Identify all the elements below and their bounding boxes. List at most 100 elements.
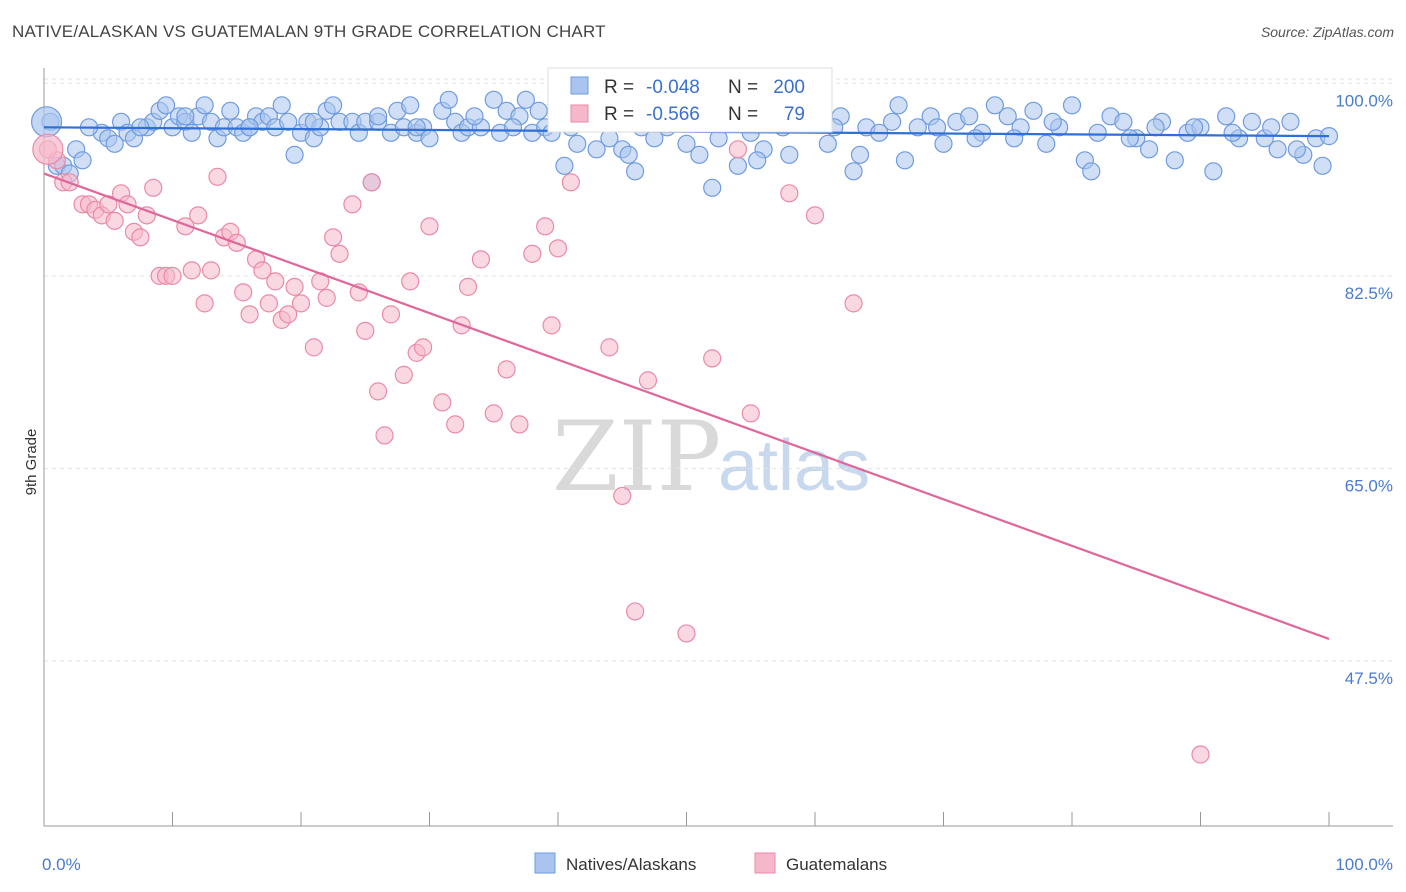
native-alaskan-point bbox=[439, 90, 458, 109]
legend-bottom: Natives/Alaskans Guatemalans bbox=[534, 852, 887, 874]
native-alaskan-point bbox=[998, 107, 1017, 126]
legend-bottom-label-guatemalan: Guatemalans bbox=[786, 855, 887, 874]
guatemalan-point bbox=[613, 486, 632, 506]
native-alaskan-point bbox=[728, 156, 748, 175]
guatemalan-point bbox=[324, 228, 343, 247]
native-alaskan-point bbox=[619, 145, 638, 164]
y-tick-labels: 47.5% 65.0% 82.5% 100.0% bbox=[1335, 91, 1393, 688]
native-alaskan-point bbox=[369, 107, 388, 126]
native-alaskan-point bbox=[182, 123, 201, 142]
native-alaskan-point bbox=[73, 151, 92, 170]
native-alaskan-point bbox=[1313, 156, 1332, 175]
legend-top-n-value-native: 200 bbox=[773, 77, 805, 98]
native-alaskan-point bbox=[1082, 162, 1101, 181]
guatemalan-point bbox=[1191, 745, 1210, 764]
legend-bottom-label-native: Natives/Alaskans bbox=[566, 855, 696, 874]
native-alaskan-point bbox=[1114, 112, 1133, 131]
guatemalan-point bbox=[259, 294, 278, 313]
native-alaskan-point bbox=[780, 145, 799, 164]
x-tick-label-max: 100.0% bbox=[1335, 855, 1393, 874]
guatemalan-point bbox=[523, 244, 542, 263]
guatemalan-point bbox=[375, 426, 394, 445]
native-alaskan-point bbox=[1268, 140, 1287, 159]
native-alaskan-point bbox=[272, 96, 291, 115]
legend-top-r-label-native: R = bbox=[604, 77, 634, 98]
guatemalan-point bbox=[446, 415, 465, 434]
guatemalan-point bbox=[330, 244, 349, 263]
native-alaskan-point bbox=[966, 129, 985, 148]
native-alaskan-point bbox=[895, 151, 915, 170]
native-alaskan-point bbox=[1043, 112, 1062, 131]
native-alaskan-point bbox=[934, 134, 953, 153]
axes bbox=[43, 68, 1393, 827]
y-tick-label: 82.5% bbox=[1345, 284, 1393, 303]
guatemalan-point bbox=[137, 206, 156, 225]
legend-top-r-label-guatemalan: R = bbox=[604, 104, 634, 125]
native-alaskan-point bbox=[555, 156, 574, 175]
native-alaskan-point bbox=[844, 162, 863, 181]
guatemalan-point bbox=[433, 393, 452, 412]
trend-lines bbox=[43, 126, 1330, 640]
guatemalan-point bbox=[144, 178, 163, 197]
guatemalan-point bbox=[542, 316, 561, 335]
source-label: Source: ZipAtlas.com bbox=[1260, 24, 1394, 40]
native-alaskan-point bbox=[927, 118, 947, 137]
native-alaskan-point bbox=[176, 107, 195, 126]
guatemalan-point bbox=[458, 277, 478, 296]
guatemalan-point bbox=[561, 173, 580, 192]
native-alaskan-point bbox=[1120, 129, 1139, 148]
guatemalan-point-large bbox=[32, 133, 64, 165]
guatemalan-point bbox=[728, 140, 748, 159]
native-alaskan-point bbox=[484, 90, 503, 109]
y-tick-label: 47.5% bbox=[1345, 669, 1393, 688]
guatemalan-point bbox=[484, 404, 503, 423]
native-alaskan-point bbox=[1165, 151, 1184, 170]
native-alaskan-point bbox=[156, 96, 176, 115]
guatemalan-point bbox=[600, 338, 619, 357]
watermark: ZIP atlas bbox=[552, 401, 870, 513]
guatemalan-point bbox=[401, 272, 420, 291]
native-alaskan-point bbox=[1037, 134, 1056, 153]
guatemalan-point bbox=[201, 261, 221, 280]
guatemalan-point bbox=[291, 294, 311, 313]
guatemalan-point bbox=[536, 217, 555, 236]
guatemalan-point bbox=[703, 349, 722, 368]
native-alaskan-point bbox=[568, 134, 587, 153]
native-alaskan-point bbox=[587, 140, 606, 159]
native-alaskan-point bbox=[401, 96, 420, 115]
native-alaskan-point bbox=[677, 134, 696, 153]
native-alaskan-point bbox=[1204, 162, 1223, 181]
native-alaskan-point bbox=[465, 107, 484, 126]
guatemalan-point bbox=[548, 239, 568, 258]
guatemalan-point bbox=[279, 305, 298, 324]
native-alaskan-point bbox=[304, 112, 323, 131]
native-alaskan-point bbox=[748, 151, 767, 170]
guatemalan-trend-line bbox=[43, 172, 1330, 640]
guatemalan-point bbox=[304, 338, 323, 357]
guatemalan-point bbox=[381, 305, 401, 324]
guatemalan-point bbox=[356, 321, 375, 340]
native-alaskan-point bbox=[221, 101, 240, 120]
native-alaskan-point bbox=[850, 145, 870, 164]
native-alaskan-point bbox=[889, 96, 908, 115]
guatemalan-point bbox=[266, 272, 285, 291]
native-alaskan-point bbox=[324, 96, 343, 115]
legend-top-n-value-guatemalan: 79 bbox=[784, 104, 805, 125]
native-alaskan-point bbox=[195, 96, 214, 115]
guatemalan-point bbox=[182, 261, 201, 280]
native-alaskan-point bbox=[407, 118, 426, 137]
guatemalan-point bbox=[234, 283, 253, 302]
guatemalan-point bbox=[625, 602, 645, 621]
guatemalan-point bbox=[413, 338, 433, 357]
native-alaskan-point bbox=[703, 178, 722, 197]
y-axis-label: 9th Grade bbox=[23, 429, 40, 496]
guatemalan-point bbox=[497, 360, 516, 379]
guatemalan-point bbox=[780, 184, 799, 203]
guatemalan-point bbox=[240, 305, 259, 324]
legend-top-n-label-native: N = bbox=[728, 77, 758, 98]
guatemalan-point bbox=[195, 294, 214, 313]
guatemalan-point bbox=[253, 261, 272, 280]
native-alaskan-point bbox=[1088, 123, 1107, 142]
guatemalan-point bbox=[343, 195, 362, 214]
native-alaskan-point bbox=[503, 118, 523, 137]
